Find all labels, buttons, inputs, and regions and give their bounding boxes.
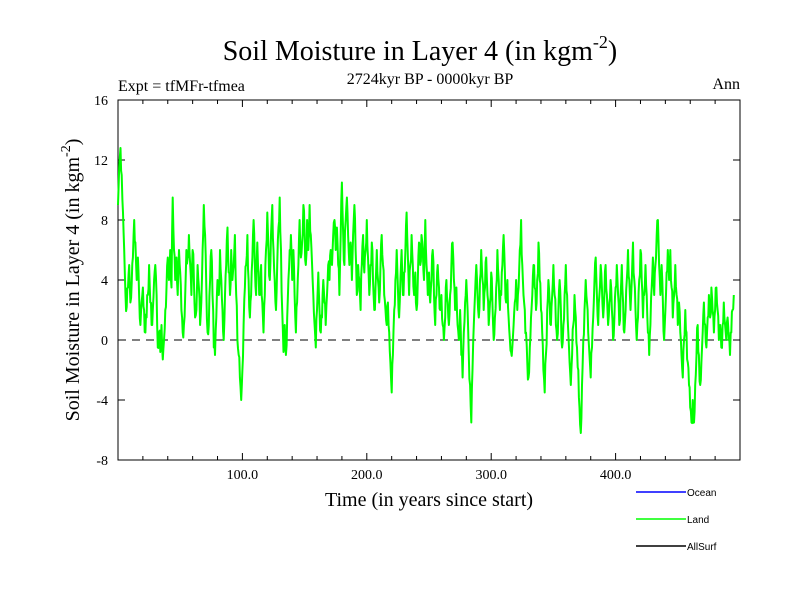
chart-title: Soil Moisture in Layer 4 (in kgm-2)	[223, 32, 618, 67]
legend-item-ocean: Ocean	[636, 488, 716, 499]
series-line-land	[117, 147, 735, 434]
legend-item-land: Land	[636, 515, 709, 526]
legend: Ocean Land AllSurf	[636, 488, 717, 553]
legend-label-allsurf: AllSurf	[687, 542, 717, 553]
chart-subtitle: 2724kyr BP - 0000kyr BP	[347, 71, 514, 88]
legend-label-land: Land	[687, 515, 709, 526]
x-axis-label: Time (in years since start)	[325, 489, 533, 511]
x-tick-label: 400.0	[600, 468, 632, 483]
x-tick-label: 300.0	[475, 468, 507, 483]
legend-label-ocean: Ocean	[687, 488, 716, 499]
y-tick-label: -4	[96, 394, 108, 409]
x-tick-label: 100.0	[227, 468, 259, 483]
expt-label: Expt = tfMFr-tfmea	[118, 78, 245, 95]
y-tick-label: 4	[101, 274, 108, 289]
x-axis: 100.0 200.0 300.0 400.0	[142, 100, 716, 483]
legend-item-allsurf: AllSurf	[636, 542, 717, 553]
y-tick-label: 8	[101, 214, 108, 229]
y-axis-label: Soil Moisture in Layer 4 (in kgm-2)	[59, 139, 84, 422]
y-tick-label: 0	[101, 334, 108, 349]
y-tick-label: 12	[94, 154, 108, 169]
y-tick-label: 16	[94, 94, 108, 109]
y-axis: -8 -4 0 4 8 12 16	[94, 94, 740, 469]
y-tick-label: -8	[96, 454, 108, 469]
season-label: Ann	[712, 76, 740, 93]
x-tick-label: 200.0	[351, 468, 383, 483]
